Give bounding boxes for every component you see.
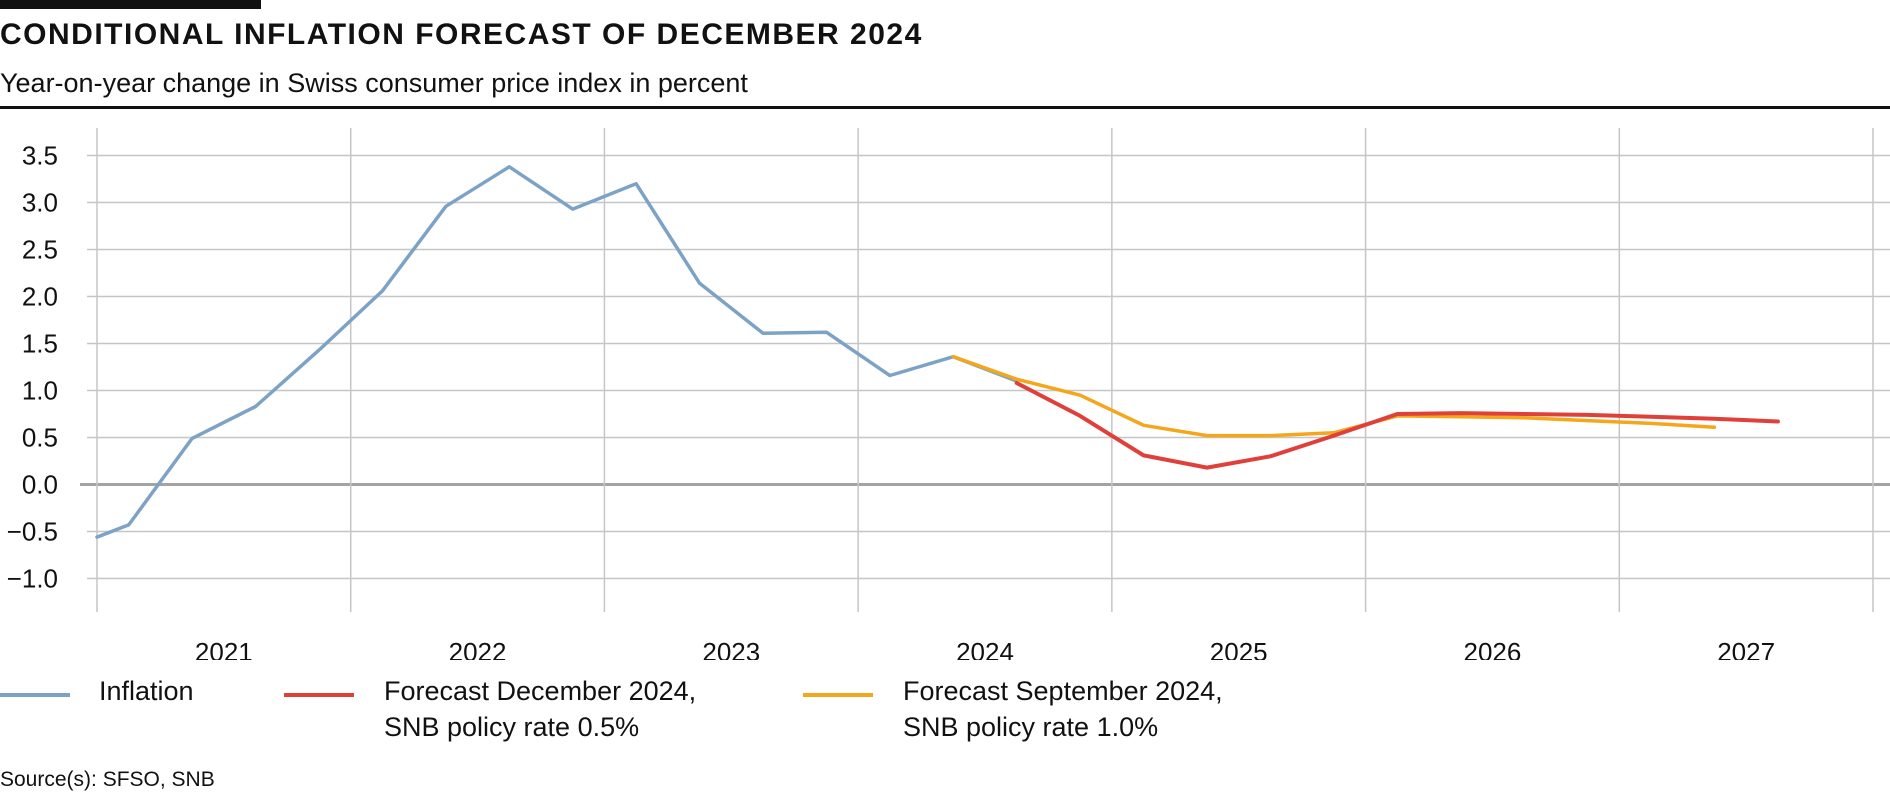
y-tick-label: 1.5 bbox=[22, 329, 58, 359]
legend-label-forecast-september-2024: Forecast September 2024, SNB policy rate… bbox=[903, 676, 1223, 742]
legend-swatch-forecast-september-2024 bbox=[803, 693, 873, 697]
y-tick-label: 0.5 bbox=[22, 423, 58, 453]
y-tick-label: 1.0 bbox=[22, 376, 58, 406]
y-tick-label: 3.0 bbox=[22, 188, 58, 218]
y-tick-label: 3.5 bbox=[22, 141, 58, 171]
forecast-december-2024-line bbox=[1014, 381, 1780, 470]
header-divider bbox=[0, 106, 1890, 109]
y-tick-label: −1.0 bbox=[7, 564, 58, 594]
x-tick-label: 2022 bbox=[449, 637, 507, 660]
inflation-line bbox=[95, 165, 1019, 539]
inflation-line-chart: 3.5 3.0 2.5 2.0 1.5 1.0 0.5 0.0 −0.5 −1.0 2021 2022… bbox=[7, 128, 1890, 660]
y-tick-label: 2.0 bbox=[22, 282, 58, 312]
x-tick-label: 2023 bbox=[702, 637, 760, 660]
forecast-september-2024-line bbox=[951, 354, 1717, 438]
x-tick-label: 2026 bbox=[1464, 637, 1522, 660]
x-tick-label: 2021 bbox=[195, 637, 253, 660]
title-accent-bar bbox=[0, 0, 261, 9]
source-note: Source(s): SFSO, SNB bbox=[0, 768, 215, 791]
legend-label-forecast-december-2024: Forecast December 2024, SNB policy rate … bbox=[384, 676, 697, 742]
legend-label-inflation: Inflation bbox=[99, 676, 194, 706]
x-tick-label: 2024 bbox=[956, 637, 1014, 660]
y-tick-label: 2.5 bbox=[22, 235, 58, 265]
y-tick-label: −0.5 bbox=[7, 517, 58, 547]
y-tick-label: 0.0 bbox=[22, 470, 58, 500]
x-tick-label: 2025 bbox=[1210, 637, 1268, 660]
legend-swatch-inflation bbox=[0, 693, 70, 697]
legend-swatch-forecast-december-2024 bbox=[284, 693, 354, 697]
chart-legend: Inflation Forecast December 2024, SNB po… bbox=[0, 673, 1890, 753]
x-tick-label: 2027 bbox=[1717, 637, 1775, 660]
chart-title: CONDITIONAL INFLATION FORECAST OF DECEMB… bbox=[0, 18, 923, 51]
chart-subtitle: Year-on-year change in Swiss consumer pr… bbox=[0, 68, 748, 98]
